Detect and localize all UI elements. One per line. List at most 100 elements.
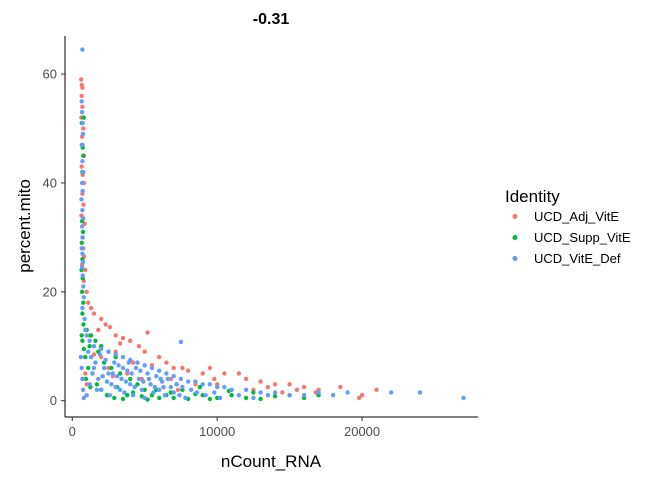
data-point	[80, 159, 85, 164]
data-point	[81, 126, 86, 131]
data-point	[99, 346, 104, 352]
data-point	[168, 384, 173, 390]
data-point	[83, 354, 88, 360]
data-point	[117, 341, 123, 346]
data-point	[103, 322, 108, 327]
data-point	[116, 363, 121, 368]
data-point	[83, 267, 88, 273]
data-point	[212, 390, 217, 395]
data-point	[171, 365, 176, 371]
data-point	[287, 393, 292, 398]
data-point	[79, 197, 84, 202]
data-point	[122, 390, 127, 395]
data-point	[229, 387, 234, 392]
data-point	[86, 300, 91, 305]
data-point	[161, 384, 166, 390]
data-point	[81, 300, 86, 305]
data-point	[374, 387, 379, 392]
data-point	[113, 352, 118, 357]
data-point	[130, 393, 136, 398]
data-point	[94, 387, 100, 392]
data-point	[236, 371, 242, 376]
data-point	[81, 295, 87, 300]
data-point	[125, 368, 130, 373]
data-point	[200, 382, 205, 387]
data-point	[80, 85, 85, 90]
data-point	[139, 387, 144, 392]
data-point	[265, 393, 271, 398]
legend-label: UCD_VitE_Def	[534, 251, 621, 266]
data-point	[80, 235, 85, 240]
data-point	[229, 393, 234, 398]
data-point	[112, 360, 117, 365]
y-tick-label: 20	[43, 284, 57, 299]
series-UCD_Supp_VitE	[79, 115, 321, 402]
data-point	[113, 333, 118, 338]
x-tick-label: 20000	[344, 424, 380, 439]
data-point	[96, 376, 101, 382]
legend-label: UCD_Supp_VitE	[534, 230, 631, 245]
data-point	[79, 365, 84, 371]
data-point	[148, 382, 153, 387]
data-point	[81, 346, 87, 352]
data-point	[171, 395, 176, 401]
data-point	[117, 387, 123, 392]
data-point	[88, 333, 94, 338]
data-point	[188, 387, 194, 392]
data-point	[243, 376, 249, 382]
data-point	[84, 289, 89, 294]
data-point	[164, 371, 169, 376]
data-point	[222, 384, 227, 390]
data-point	[99, 316, 104, 322]
data-point	[272, 382, 278, 387]
data-point	[93, 338, 98, 343]
data-point	[222, 371, 227, 376]
data-point	[287, 382, 292, 387]
data-point	[175, 387, 181, 392]
data-point	[79, 164, 84, 169]
data-point	[79, 93, 84, 99]
data-point	[80, 104, 85, 110]
data-point	[180, 365, 185, 371]
data-point	[145, 330, 150, 335]
data-point	[136, 344, 142, 349]
x-tick-label: 0	[69, 424, 76, 439]
data-point	[81, 153, 86, 158]
plot-title: -0.31	[253, 11, 290, 28]
data-point	[87, 338, 92, 343]
data-point	[103, 357, 108, 363]
data-point	[80, 188, 85, 194]
data-point	[138, 368, 143, 373]
series-UCD_Adj_VitE	[79, 77, 379, 401]
data-point	[125, 393, 130, 398]
legend-label: UCD_Adj_VitE	[534, 209, 619, 224]
data-point	[79, 77, 84, 82]
data-point	[142, 363, 147, 368]
data-point	[162, 393, 168, 398]
data-point	[152, 384, 157, 390]
data-point	[316, 390, 321, 395]
data-point	[178, 376, 184, 382]
data-point	[157, 387, 162, 392]
data-point	[120, 365, 126, 371]
data-point	[301, 393, 307, 398]
data-point	[80, 131, 86, 137]
data-point	[119, 376, 124, 382]
data-point	[107, 325, 113, 330]
data-point	[136, 376, 142, 382]
data-point	[193, 379, 198, 384]
data-point	[109, 365, 114, 371]
data-point	[80, 387, 86, 392]
data-point	[91, 311, 97, 316]
legend-key	[512, 235, 518, 240]
data-point	[86, 349, 91, 354]
data-point	[135, 382, 140, 387]
data-point	[109, 382, 114, 387]
data-point	[81, 395, 87, 401]
data-point	[79, 246, 85, 251]
data-point	[81, 284, 86, 289]
legend-title: Identity	[505, 187, 560, 206]
data-point	[141, 379, 146, 384]
data-point	[99, 387, 104, 392]
